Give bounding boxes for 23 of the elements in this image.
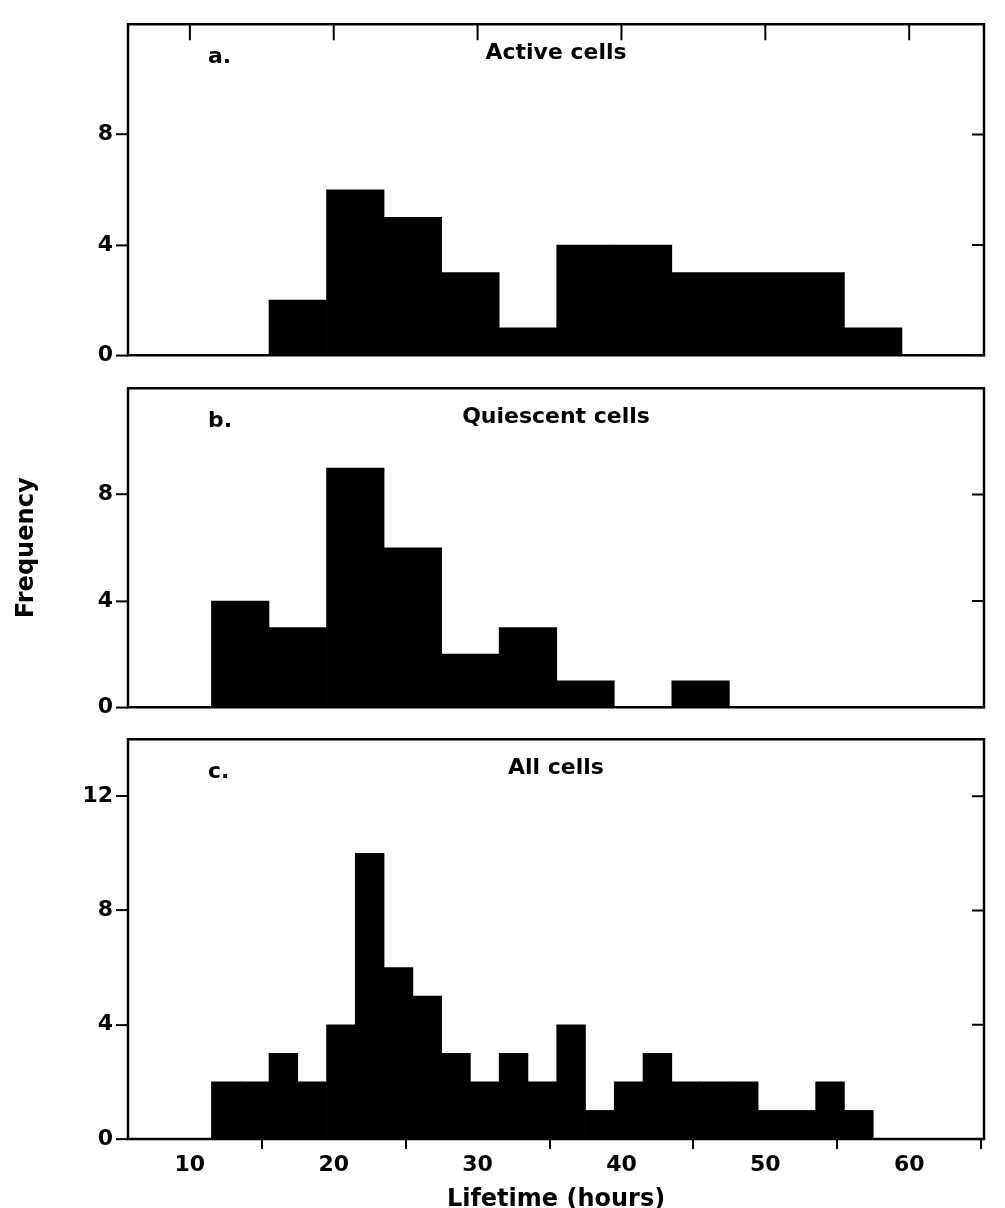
y-tick-label: 4: [97, 230, 113, 256]
text: Active cells: [485, 38, 627, 65]
x-tick-label: 40: [606, 1151, 637, 1177]
text: Quiescent cells: [462, 402, 650, 428]
x-tick-label: 10: [174, 1151, 206, 1177]
text: All cells: [508, 754, 604, 780]
y-axis-title: Frequency: [10, 476, 39, 618]
annotation: b.: [208, 406, 233, 432]
y-tick-label: 0: [97, 341, 113, 367]
y-tick-label: 0: [97, 1124, 113, 1150]
y-tick-label: 8: [97, 120, 113, 146]
annotation: c.: [208, 758, 230, 784]
y-tick-label: 4: [97, 586, 113, 612]
annotation: a.: [208, 42, 232, 69]
y-tick-label: 8: [97, 896, 113, 922]
y-tick-label: 4: [97, 1010, 113, 1036]
x-tick-label: 50: [750, 1151, 781, 1177]
y-tick-label: 0: [97, 692, 113, 718]
x-tick-label: 30: [462, 1151, 493, 1177]
y-tick-label: 12: [82, 782, 113, 808]
x-tick-label: 20: [318, 1151, 350, 1177]
y-tick-label: 8: [97, 479, 113, 505]
x-tick-label: 60: [893, 1151, 925, 1177]
